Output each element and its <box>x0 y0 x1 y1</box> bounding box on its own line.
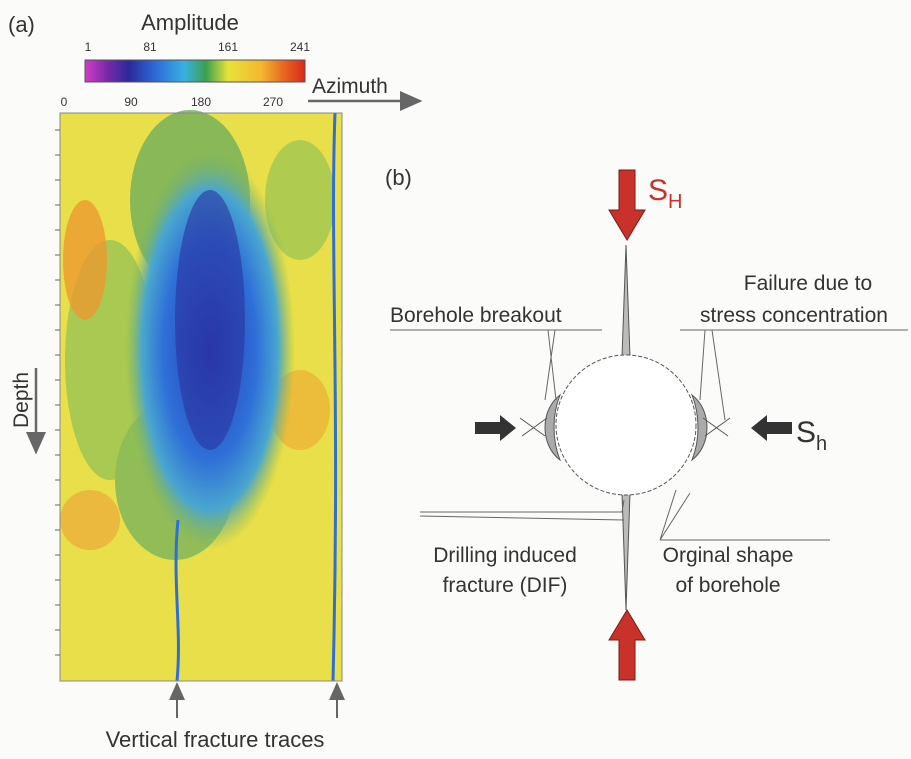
sh-max-arrow-top <box>609 170 645 240</box>
panel-label: (a) <box>8 12 35 37</box>
original-label: of borehole <box>675 574 780 597</box>
text: S <box>796 416 816 449</box>
azimuth-tick: 90 <box>124 95 138 109</box>
sh-min-arrow-right <box>751 415 792 441</box>
azimuth-tick: 270 <box>263 95 283 109</box>
colorbar-tick: 1 <box>85 40 92 54</box>
colorbar-title: Amplitude <box>141 10 239 35</box>
s-min-label: Sh <box>796 416 827 455</box>
depth-label: Depth <box>10 372 33 428</box>
sh-min-arrow-left <box>475 415 516 441</box>
borehole-image <box>55 110 342 681</box>
azimuth-tick: 0 <box>61 95 68 109</box>
dif-label: fracture (DIF) <box>443 574 568 597</box>
azimuth-title: Azimuth <box>312 75 388 98</box>
failure-label: stress concentration <box>700 304 888 327</box>
caption: Vertical fracture traces <box>106 727 325 752</box>
colorbar <box>85 60 305 82</box>
sh-max-arrow-bottom <box>609 610 645 680</box>
panel-label: (b) <box>385 165 412 190</box>
dif-label: Drilling induced <box>433 544 577 567</box>
colorbar-tick: 161 <box>218 40 238 54</box>
failure-label: Failure due to <box>744 272 872 295</box>
original-label: Orginal shape <box>663 544 794 567</box>
text: h <box>816 433 827 455</box>
text: H <box>668 191 682 213</box>
breakout-label: Borehole breakout <box>390 304 562 327</box>
azimuth-tick: 180 <box>191 95 211 109</box>
s-max-label: SH <box>648 174 682 213</box>
figure: (a) Amplitude 1 81 161 241 0 90 180 270 … <box>0 0 911 754</box>
colorbar-tick: 81 <box>143 40 157 54</box>
colorbar-tick: 241 <box>290 40 310 54</box>
text: S <box>648 174 668 207</box>
